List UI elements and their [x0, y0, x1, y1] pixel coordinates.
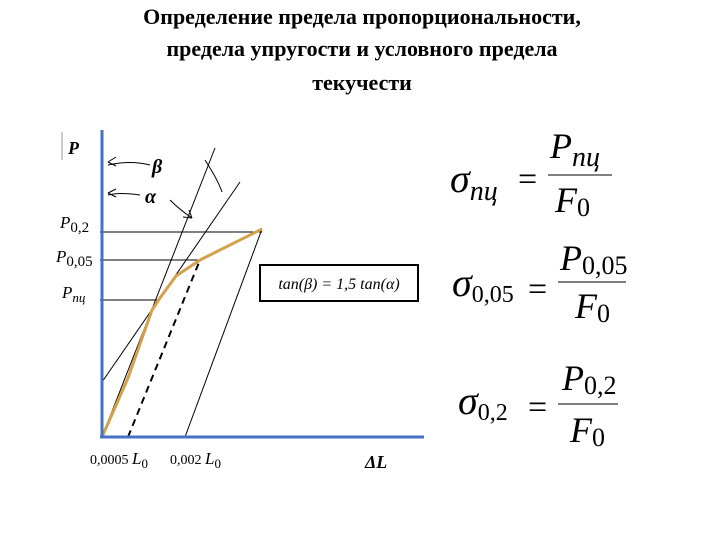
formula: σ0,05 = P0,05 F0	[452, 238, 628, 328]
y-label: P0,05	[55, 247, 93, 270]
text-part: 0,2	[478, 400, 508, 426]
text-part: F	[574, 286, 598, 326]
text-part: 0,2	[584, 371, 617, 400]
angle-label: α	[145, 186, 157, 208]
title-line: Определение предела пропорциональности,	[143, 4, 581, 29]
text-part: 0,0005	[90, 453, 129, 468]
text-part: P	[55, 247, 66, 266]
numerator: P0,05	[559, 238, 628, 280]
tangent-line	[101, 147, 216, 438]
numerator: Pпц	[549, 126, 600, 173]
y-label: P0,2	[59, 213, 89, 236]
sigma: σпц	[450, 156, 498, 207]
text-part: L	[131, 449, 141, 468]
text-part: 0	[597, 299, 610, 328]
offset-line	[184, 228, 263, 438]
axis-label: P	[67, 138, 80, 158]
relation-box	[259, 264, 419, 302]
text-part: 0	[592, 423, 605, 452]
curve	[100, 227, 263, 438]
text-part: 0	[214, 456, 221, 471]
axis-label: ΔL	[364, 452, 387, 472]
angle-label: β	[151, 156, 163, 178]
text-part: L	[204, 449, 214, 468]
formula: σпц = Pпц F0	[450, 126, 612, 222]
text-part: F	[569, 410, 593, 450]
denominator: F0	[574, 286, 610, 328]
equals: =	[528, 271, 547, 308]
angle-arc	[204, 159, 223, 193]
denominator: F0	[569, 410, 605, 452]
x-label: 0,002 L0	[170, 449, 221, 471]
text-part: σ	[452, 260, 473, 305]
title-line: текучести	[312, 70, 412, 95]
text-part: 0	[141, 456, 148, 471]
y-label: Pпц	[61, 283, 86, 305]
text-part: 0,2	[70, 220, 89, 236]
text-part: 0	[577, 193, 590, 222]
text-part: P	[549, 126, 572, 166]
text-part: 0,002	[170, 453, 202, 468]
text-part: P	[59, 213, 70, 232]
angle-arc	[107, 193, 141, 196]
sigma: σ0,2	[458, 378, 508, 426]
text-part: P	[561, 358, 584, 398]
formula: σ0,2 = P0,2 F0	[458, 358, 618, 452]
text-part: 0,05	[472, 282, 514, 308]
text-part: пц	[72, 290, 86, 305]
text-part: 0,05	[582, 251, 628, 280]
text-part: пц	[470, 176, 498, 207]
diagram: P ΔL β α P0,2 P0,05 Pпц 0,0005 L0 0,002 …	[55, 130, 424, 472]
text-part: пц	[572, 142, 600, 173]
offset-dashed	[127, 259, 201, 438]
text-part: 0,05	[66, 254, 92, 270]
angle-arc	[169, 199, 193, 219]
numerator: P0,2	[561, 358, 617, 400]
text-part: P	[61, 283, 72, 302]
text-part: σ	[458, 378, 479, 423]
relation: tan(β) = 1,5 tan(α)	[278, 276, 399, 293]
sigma: σ0,05	[452, 260, 514, 308]
equals: =	[518, 161, 537, 198]
title-line: предела упругости и условного предела	[166, 36, 557, 61]
text-part: P	[559, 238, 582, 278]
arrowhead	[107, 156, 117, 167]
x-label: 0,0005 L0	[90, 449, 148, 471]
text-part: F	[554, 180, 578, 220]
text-part: σ	[450, 156, 471, 201]
equals: =	[528, 389, 547, 426]
arrowhead	[107, 188, 117, 198]
denominator: F0	[554, 180, 590, 222]
